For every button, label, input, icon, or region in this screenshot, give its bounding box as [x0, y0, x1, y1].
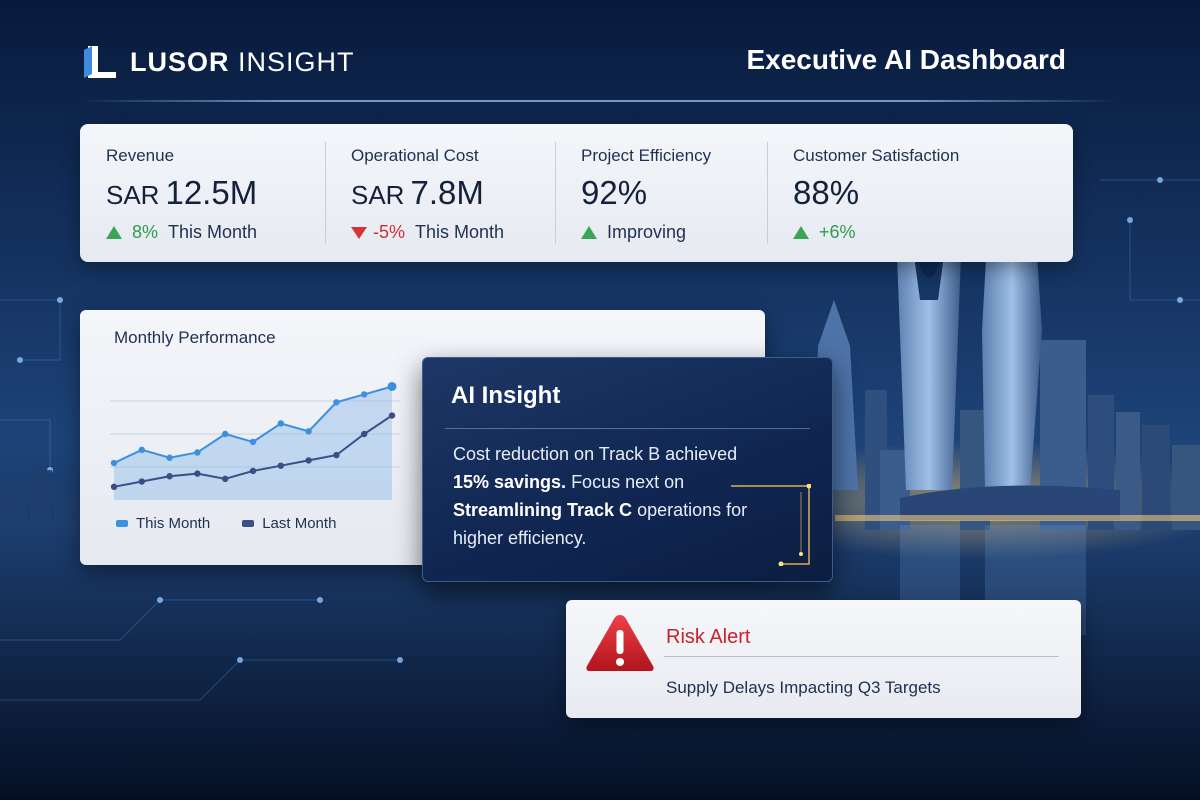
data-point[interactable] — [333, 451, 340, 459]
data-point[interactable] — [138, 478, 145, 485]
kpi-amount: 92% — [581, 174, 648, 211]
data-point[interactable] — [110, 483, 118, 490]
kpi-delta: 8% — [132, 222, 159, 242]
kpi-label: Project Efficiency — [581, 146, 712, 165]
kpi-trend: 8% This Month — [106, 222, 325, 243]
kpi-unit: SAR — [106, 180, 160, 210]
ai-insight-panel[interactable]: AI Insight Cost reduction on Track B ach… — [422, 357, 833, 582]
trend-up-icon — [793, 226, 809, 239]
data-point[interactable] — [194, 470, 201, 477]
data-point[interactable] — [166, 454, 173, 461]
kpi-note: This Month — [415, 222, 505, 242]
kpi-value: 92% — [581, 174, 767, 212]
data-point[interactable] — [388, 412, 396, 419]
data-point[interactable] — [249, 438, 257, 446]
ai-insight-text: Cost reduction on Track B achieved 15% s… — [453, 440, 803, 552]
brand-name-bold: LUSOR — [130, 46, 230, 77]
kpi-trend: +6% — [793, 222, 1073, 243]
kpi-value: 88% — [793, 174, 1073, 212]
data-point[interactable] — [277, 462, 284, 469]
data-point[interactable] — [249, 467, 257, 475]
data-point[interactable] — [361, 430, 368, 438]
data-point[interactable] — [305, 457, 312, 464]
insight-line: Focus next on — [566, 472, 685, 492]
risk-alert-title: Risk Alert — [666, 626, 751, 648]
kpi-amount: 88% — [793, 174, 860, 211]
kpi-delta: -5% — [373, 222, 406, 242]
legend-item-this-month[interactable]: This Month — [116, 515, 210, 532]
chart-title: Monthly Performance — [114, 328, 276, 347]
ai-insight-divider — [445, 428, 810, 429]
risk-alert-panel[interactable]: Risk Alert Supply Delays Impacting Q3 Ta… — [566, 600, 1081, 718]
kpi-note: This Month — [168, 222, 258, 242]
insight-line: Cost reduction on Track B achieved — [453, 444, 738, 464]
data-point[interactable] — [277, 420, 284, 427]
data-point[interactable] — [110, 459, 118, 467]
warning-triangle-icon — [586, 615, 654, 671]
kpi-card-operational-cost[interactable]: Operational Cost SAR 7.8M -5% This Month — [325, 124, 555, 262]
page-title: Executive AI Dashboard — [746, 44, 1066, 75]
data-point[interactable] — [166, 473, 173, 480]
kpi-unit: SAR — [351, 180, 405, 210]
legend-swatch — [242, 520, 255, 527]
lusor-logo-icon — [84, 46, 116, 78]
kpi-value: SAR 7.8M — [351, 174, 555, 212]
brand: LUSOR INSIGHT — [82, 38, 355, 86]
data-point[interactable] — [138, 446, 145, 454]
insight-line: operations for — [632, 500, 748, 520]
performance-chart[interactable] — [110, 358, 400, 508]
kpi-trend: Improving — [581, 222, 767, 243]
kpi-note: Improving — [607, 222, 687, 242]
kpi-panel: Revenue SAR 12.5M 8% This Month Operation… — [80, 124, 1073, 262]
kpi-label: Customer Satisfaction — [793, 146, 960, 165]
trend-up-icon — [581, 226, 597, 239]
chart-legend: This Month Last Month — [116, 515, 368, 532]
legend-swatch — [116, 520, 128, 527]
legend-item-last-month[interactable]: Last Month — [242, 515, 336, 532]
kpi-label: Revenue — [106, 146, 175, 165]
data-point[interactable] — [333, 399, 340, 406]
data-point[interactable] — [387, 381, 397, 391]
trend-up-icon — [106, 226, 122, 239]
header-divider — [80, 100, 1120, 102]
risk-alert-message: Supply Delays Impacting Q3 Targets — [666, 678, 941, 697]
risk-alert-divider — [664, 656, 1059, 657]
data-point[interactable] — [194, 449, 201, 456]
kpi-amount: 12.5M — [165, 174, 258, 211]
insight-highlight: Streamlining Track C — [453, 500, 633, 520]
kpi-amount: 7.8M — [410, 174, 484, 211]
legend-label: This Month — [136, 515, 211, 532]
insight-highlight: 15% savings. — [453, 472, 567, 492]
kpi-value: SAR 12.5M — [106, 174, 325, 212]
brand-name-light: INSIGHT — [238, 46, 355, 77]
kpi-card-customer-satisfaction[interactable]: Customer Satisfaction 88% +6% — [767, 124, 1073, 262]
kpi-trend: -5% This Month — [351, 222, 555, 243]
data-point[interactable] — [305, 428, 312, 435]
insight-line: higher efficiency. — [453, 528, 587, 548]
data-point[interactable] — [361, 391, 368, 398]
data-point[interactable] — [222, 430, 229, 438]
trend-down-icon — [351, 226, 367, 239]
ai-insight-title: AI Insight — [451, 382, 561, 409]
kpi-delta: +6% — [819, 222, 856, 242]
brand-name: LUSOR INSIGHT — [130, 47, 355, 78]
data-point[interactable] — [222, 475, 229, 483]
legend-label: Last Month — [262, 515, 337, 532]
kpi-card-revenue[interactable]: Revenue SAR 12.5M 8% This Month — [80, 124, 325, 262]
kpi-card-project-efficiency[interactable]: Project Efficiency 92% Improving — [555, 124, 767, 262]
kpi-label: Operational Cost — [351, 146, 479, 165]
